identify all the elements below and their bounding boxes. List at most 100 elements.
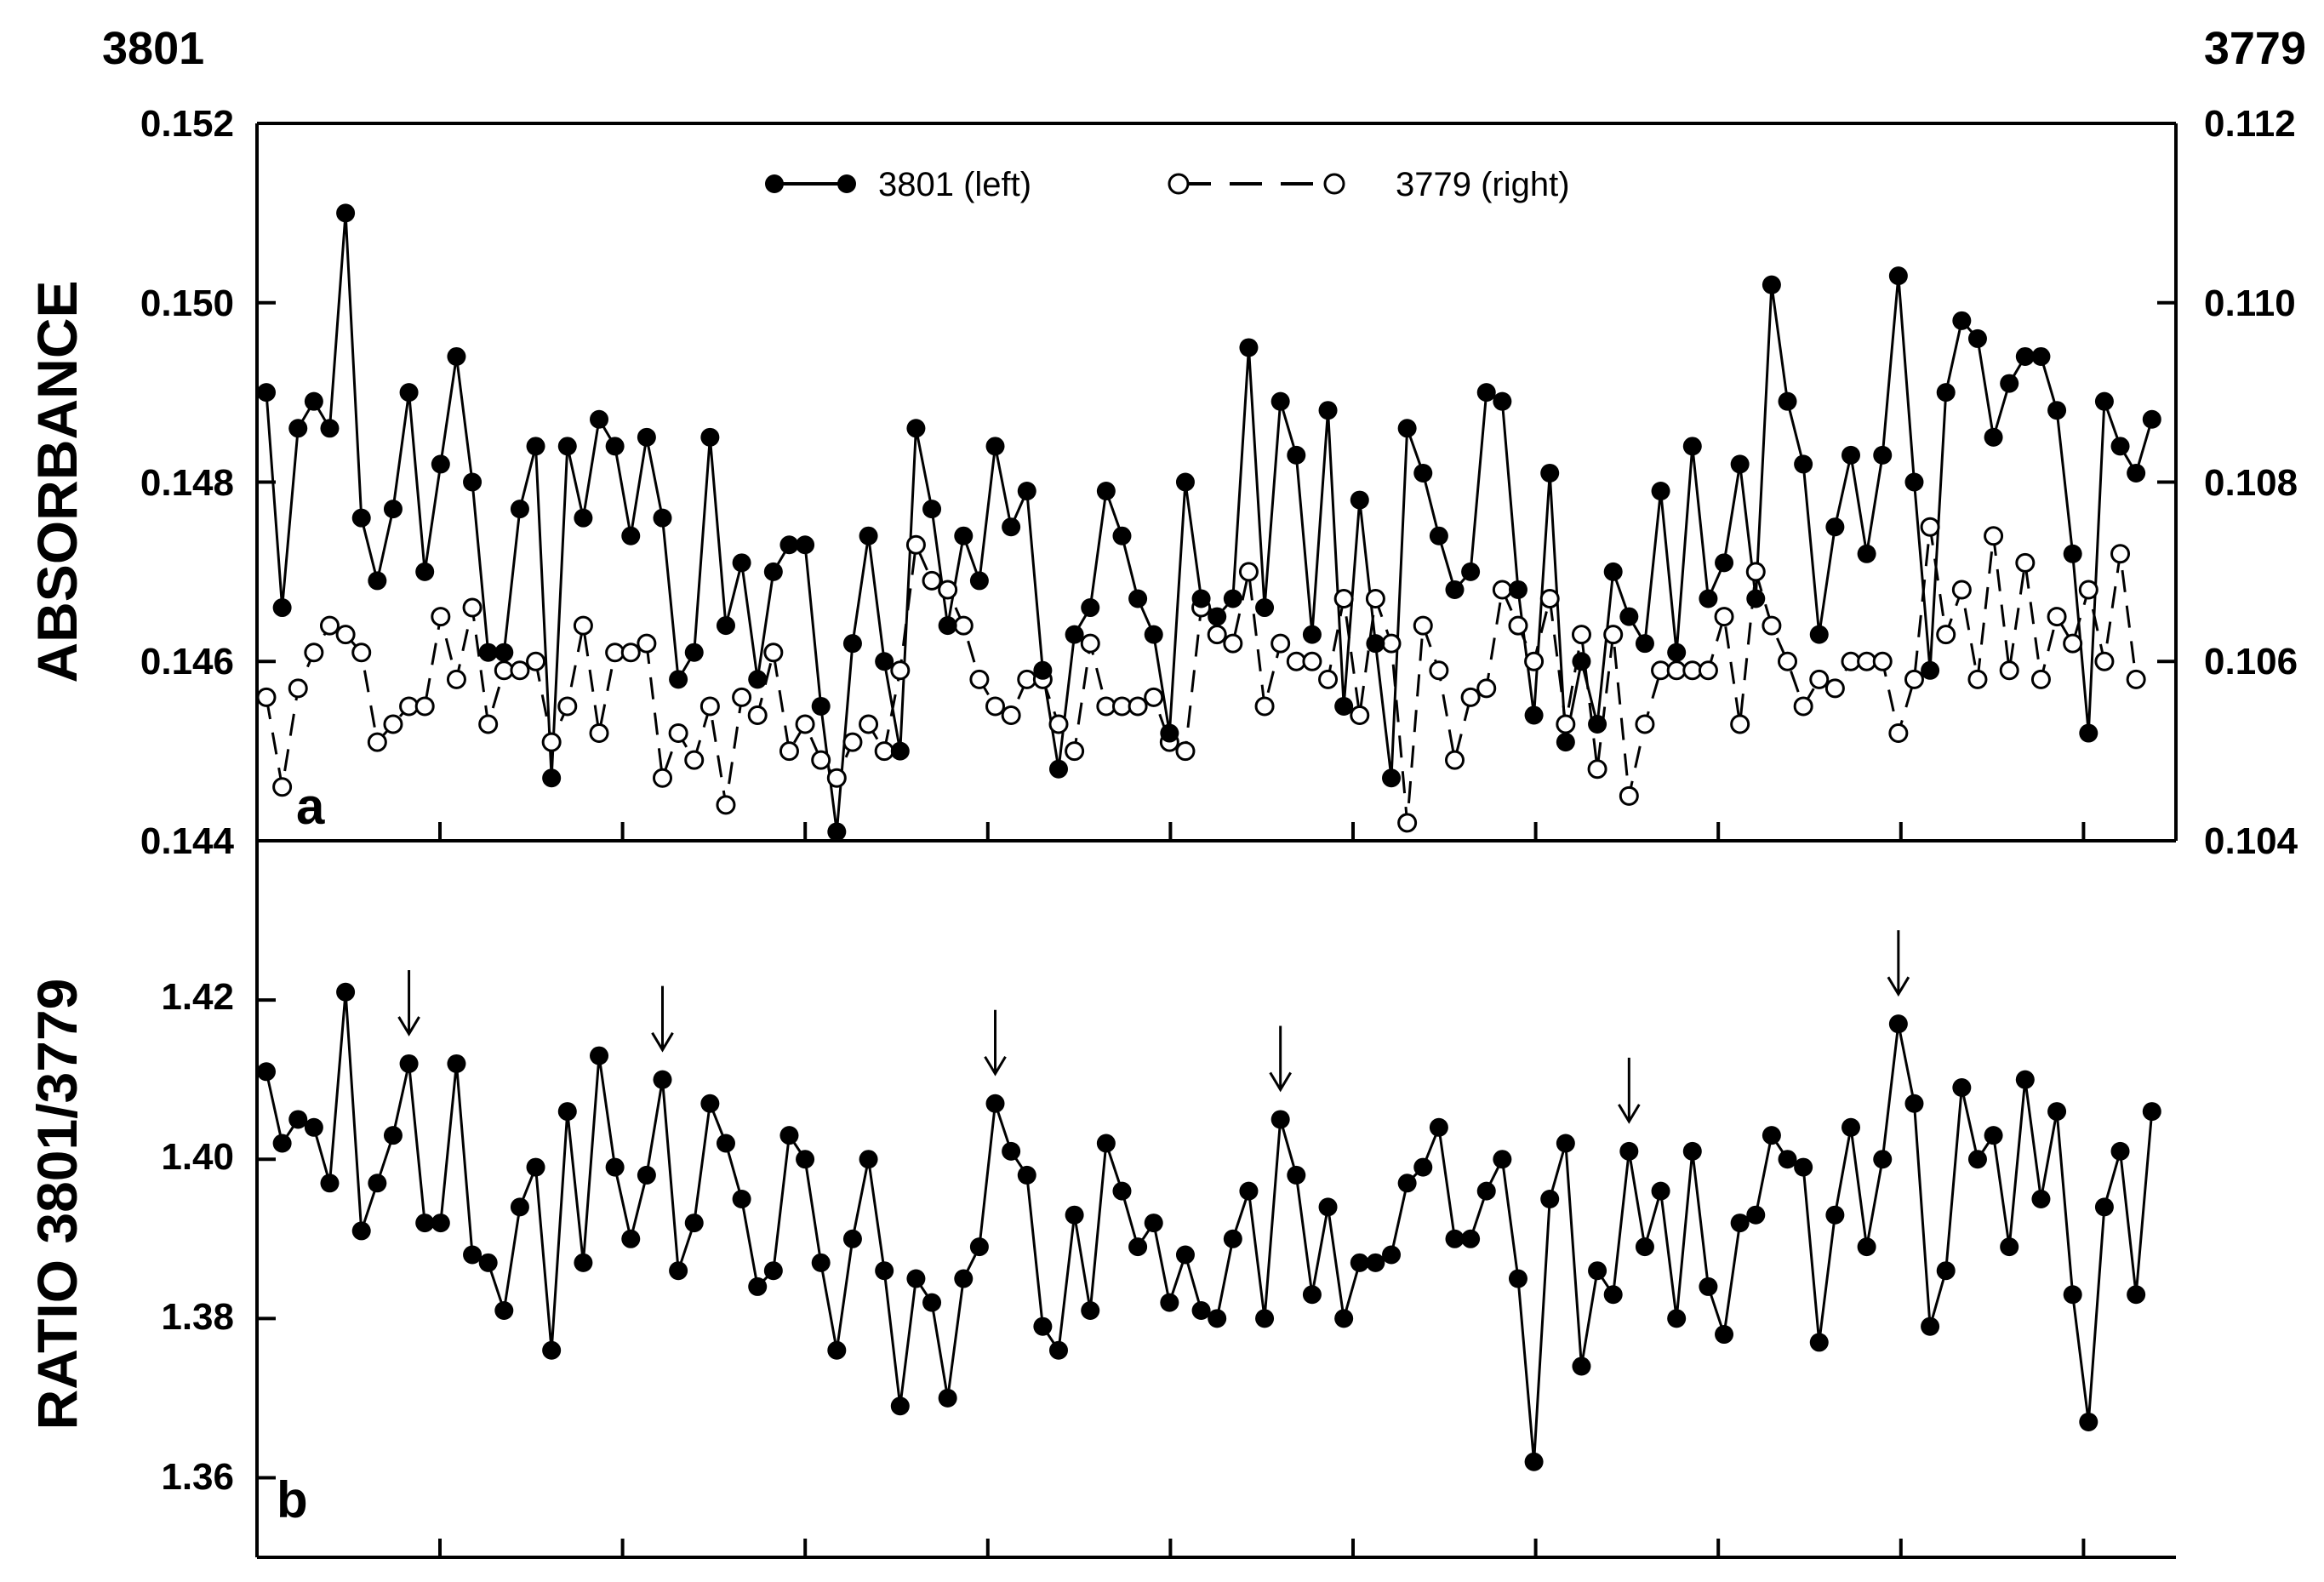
data-point-3779 (351, 643, 372, 663)
data-point-3801 (1017, 482, 1036, 501)
data-point-3779 (699, 696, 720, 717)
data-point-ratio (1493, 1150, 1512, 1169)
arrow-head (1887, 976, 1910, 997)
data-point-3779 (874, 741, 894, 762)
arrow-head (651, 1031, 674, 1053)
data-point-3779 (1682, 660, 1703, 681)
data-point-3801 (985, 437, 1005, 456)
data-point-ratio (1081, 1300, 1100, 1320)
legend-label-3801: 3801 (left) (878, 166, 1031, 203)
data-point-3801 (574, 508, 593, 528)
data-point-3801 (1049, 759, 1068, 779)
data-point-ratio (1857, 1237, 1876, 1257)
data-point-3779 (526, 651, 546, 671)
data-point-3801 (1270, 391, 1290, 411)
data-point-3779 (1730, 714, 1750, 734)
data-point-3779 (335, 625, 356, 645)
legend-marker-open (1323, 173, 1345, 195)
data-point-3801 (1730, 454, 1750, 474)
data-point-3779 (605, 643, 625, 663)
data-point-ratio (590, 1046, 609, 1065)
data-point-3801 (2094, 391, 2114, 411)
data-point-ratio (351, 1221, 371, 1241)
data-point-ratio (1302, 1285, 1322, 1305)
data-point-ratio (1699, 1276, 1718, 1296)
data-point-ratio (542, 1340, 562, 1360)
data-point-3801 (2047, 401, 2067, 420)
data-point-3779 (1762, 615, 1782, 636)
data-point-3801 (1936, 383, 1956, 403)
data-point-ratio (1967, 1150, 1987, 1169)
data-point-3779 (1476, 678, 1497, 699)
data-point-3779 (1698, 660, 1718, 681)
data-point-3801 (431, 454, 450, 474)
data-point-3801 (938, 616, 957, 636)
data-point-ratio (859, 1150, 878, 1169)
tick-label-right-a: 0.110 (2204, 283, 2296, 324)
data-point-3801 (716, 616, 735, 636)
data-point-3779 (2015, 552, 2036, 573)
data-point-3801 (1287, 445, 1306, 465)
data-point-3801 (1825, 517, 1845, 537)
data-point-3779 (2047, 607, 2067, 627)
tick-label-right-a: 0.112 (2204, 103, 2296, 145)
data-point-3801 (557, 437, 577, 456)
data-point-3801 (1540, 463, 1560, 483)
data-point-ratio (368, 1174, 387, 1193)
data-point-3779 (905, 534, 926, 555)
data-point-3801 (859, 526, 878, 545)
data-point-ratio (1873, 1150, 1893, 1169)
data-point-3801 (637, 427, 656, 447)
data-point-3779 (383, 714, 403, 734)
data-point-3779 (953, 615, 974, 636)
data-point-3801 (700, 427, 720, 447)
data-point-3779 (1492, 580, 1512, 600)
data-point-ratio (431, 1214, 450, 1233)
data-point-3779 (1175, 741, 1196, 762)
tick-label-right-a: 0.106 (2204, 641, 2298, 682)
data-point-3801 (447, 346, 466, 366)
legend-marker-filled (837, 174, 856, 193)
data-point-3779 (1397, 813, 1418, 833)
data-point-ratio (1096, 1134, 1116, 1153)
data-point-ratio (336, 982, 356, 1002)
data-point-ratio (1049, 1340, 1068, 1360)
data-point-3801 (1081, 598, 1100, 618)
data-point-3801 (1366, 634, 1385, 654)
data-point-ratio (1476, 1181, 1496, 1201)
data-point-3801 (383, 500, 403, 519)
data-point-ratio (272, 1134, 292, 1153)
data-point-ratio (1540, 1190, 1560, 1208)
data-point-ratio (1160, 1293, 1179, 1312)
data-point-ratio (1017, 1165, 1036, 1185)
data-point-3779 (2063, 633, 2083, 654)
data-point-ratio (1778, 1150, 1797, 1169)
data-point-3801 (351, 508, 371, 528)
data-point-ratio (1397, 1174, 1417, 1193)
data-point-3779 (842, 732, 863, 752)
data-point-3779 (2094, 651, 2115, 671)
data-point-3779 (1460, 687, 1481, 707)
data-point-ratio (2127, 1285, 2146, 1305)
data-point-3779 (510, 660, 530, 681)
data-point-3801 (796, 535, 815, 555)
data-point-3801 (463, 472, 483, 492)
data-point-3779 (1144, 687, 1164, 707)
data-point-3801 (669, 670, 688, 689)
data-point-3779 (431, 607, 451, 627)
data-point-3801 (1651, 482, 1670, 501)
data-point-3779 (272, 777, 293, 797)
data-point-3801 (1461, 562, 1481, 581)
legend-label-3779: 3779 (right) (1396, 166, 1570, 203)
data-point-ratio (1270, 1110, 1290, 1129)
data-point-3779 (589, 723, 609, 744)
data-point-3801 (526, 437, 545, 456)
data-point-3801 (684, 643, 704, 662)
data-point-3801 (1413, 463, 1433, 483)
data-point-3779 (1096, 696, 1116, 717)
data-point-3779 (1539, 588, 1560, 608)
data-point-ratio (1445, 1229, 1465, 1248)
data-point-ratio (1334, 1309, 1354, 1328)
data-point-ratio (1508, 1269, 1527, 1288)
data-point-3801 (1524, 705, 1544, 725)
